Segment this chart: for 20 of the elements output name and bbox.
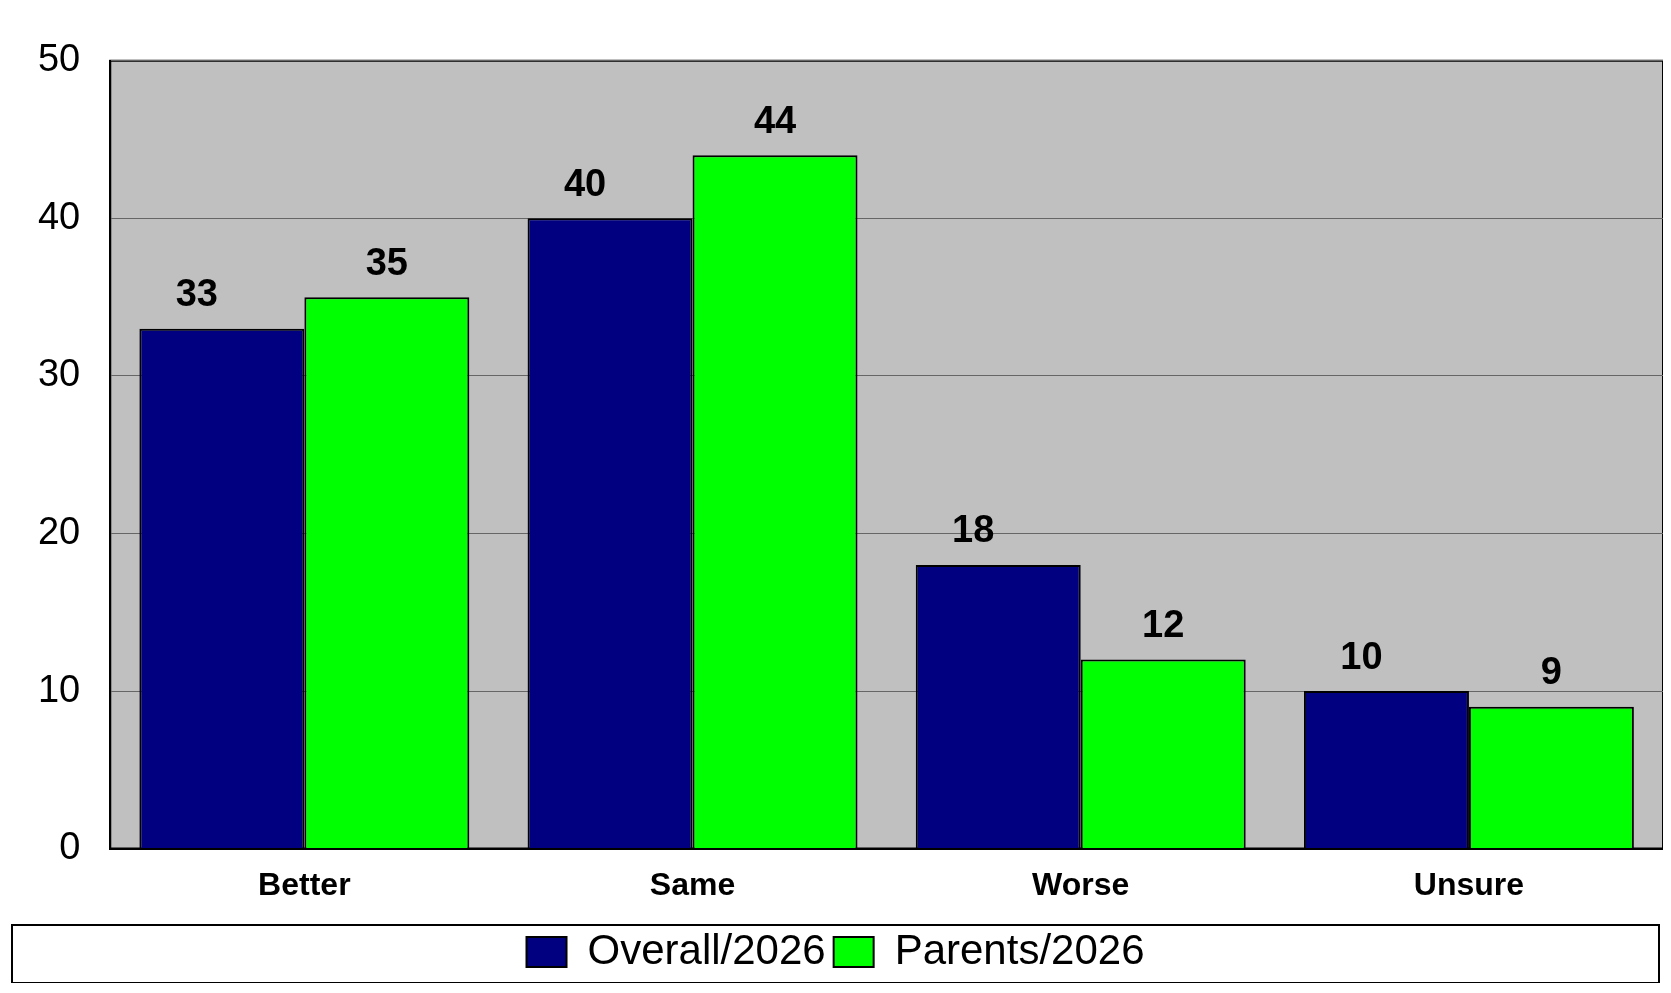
y-tick-label: 30	[37, 352, 81, 395]
y-tick-label: 20	[37, 509, 81, 552]
data-label: 12	[1142, 603, 1185, 646]
data-label: 33	[175, 272, 219, 315]
x-tick-label: Worse	[1032, 865, 1130, 902]
data-label: 10	[1340, 634, 1383, 677]
data-label: 44	[753, 98, 797, 141]
data-label: 40	[563, 161, 607, 204]
x-tick-label: Better	[258, 865, 351, 902]
legend-label: Overall/2026	[587, 925, 826, 973]
data-label: 9	[1540, 650, 1562, 693]
legend-label: Parents/2026	[894, 925, 1145, 973]
y-tick-label: 0	[59, 825, 81, 868]
data-label: 18	[952, 508, 995, 551]
y-tick-label: 40	[37, 194, 81, 237]
y-tick-label: 10	[37, 667, 81, 710]
x-tick-label: Unsure	[1413, 865, 1525, 902]
x-tick-label: Same	[649, 865, 736, 902]
data-label: 35	[365, 240, 408, 283]
y-tick-label: 50	[37, 37, 81, 80]
